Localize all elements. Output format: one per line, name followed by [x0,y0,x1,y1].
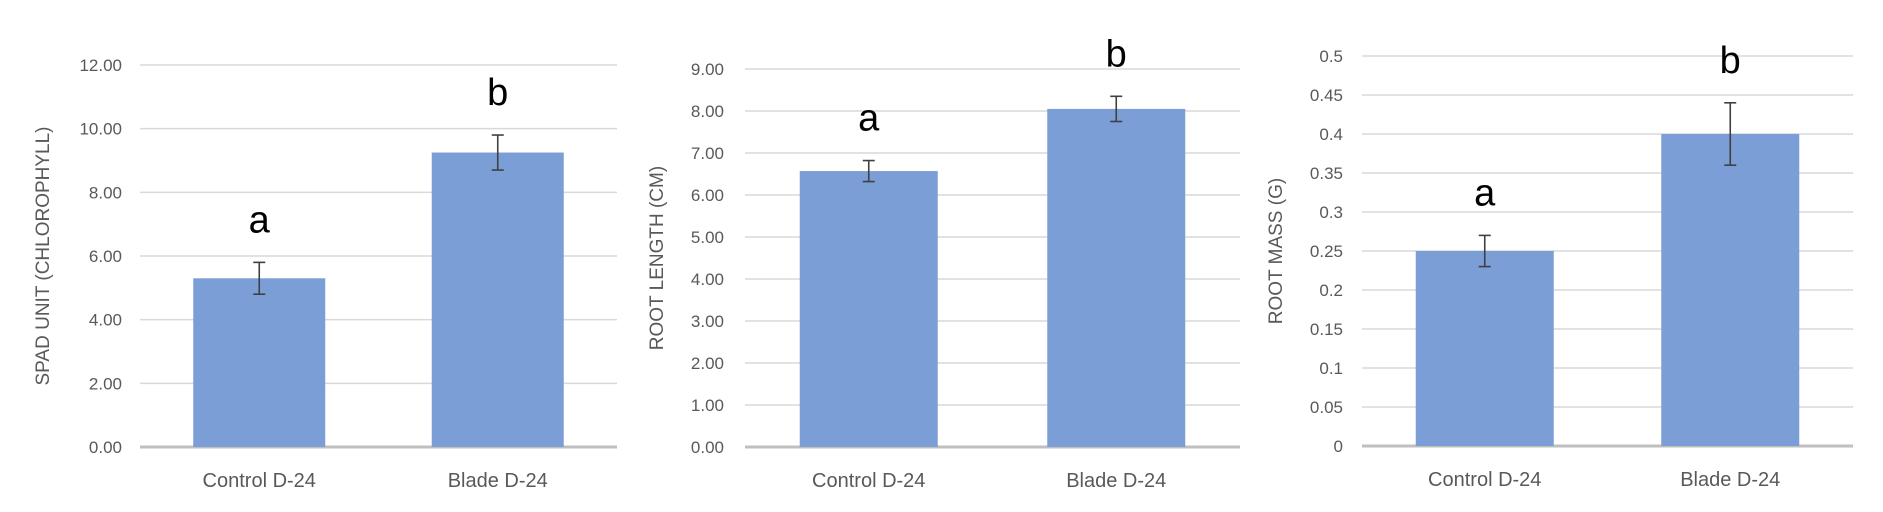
significance-letter: a [858,98,880,140]
y-axis-title: ROOT LENGTH (CM) [647,166,668,350]
y-tick-label: 5.00 [691,228,724,247]
category-label: Control D-24 [1428,469,1541,491]
y-tick-label: 8.00 [89,183,122,202]
y-tick-label: 4.00 [89,311,122,330]
y-tick-label: 3.00 [691,312,724,331]
bar [1415,251,1554,446]
y-tick-label: 0.35 [1310,164,1343,183]
bar [1047,108,1186,448]
y-tick-label: 0.00 [691,438,724,457]
bar [193,278,326,447]
significance-letter: b [487,72,508,114]
y-tick-label: 0.4 [1319,125,1343,144]
y-tick-label: 8.00 [691,102,724,121]
y-axis-title: SPAD UNIT (CHLOROPHYLL) [33,126,54,385]
y-tick-label: 9.00 [691,60,724,79]
chart-panel-1: 0.00 2.00 4.00 6.00 8.00 10.00 12.00 SPAD UNIT … [33,56,617,492]
y-tick-label: 10.00 [79,120,122,139]
chart-panel-2: 0.00 1.00 2.00 3.00 4.00 5.00 6.00 7.00 8.00 9.00… [647,33,1240,492]
category-label: Control D-24 [203,470,316,492]
y-tick-label: 12.00 [79,56,122,75]
y-tick-label: 2.00 [89,374,122,393]
category-label: Control D-24 [812,470,925,492]
bar [1661,134,1800,446]
bar [799,171,938,447]
significance-letter: b [1106,33,1127,75]
y-tick-label: 0.3 [1319,203,1343,222]
category-label: Blade D-24 [1680,469,1780,491]
y-tick-label: 0.5 [1319,47,1343,66]
y-tick-label: 0.2 [1319,281,1343,300]
y-tick-label: 2.00 [691,354,724,373]
y-tick-label: 0.25 [1310,242,1343,261]
chart-panel-3: 0 0.05 0.1 0.15 0.2 0.25 0.3 0.35 0.4 0.45 0.5 ROOT… [1266,40,1853,491]
category-label: Blade D-24 [1066,470,1166,492]
significance-letter: a [249,199,271,241]
bar [431,152,564,447]
y-tick-label: 0.45 [1310,86,1343,105]
y-tick-label: 6.00 [89,247,122,266]
y-tick-label: 0.1 [1319,359,1343,378]
y-tick-label: 7.00 [691,144,724,163]
y-tick-label: 6.00 [691,186,724,205]
category-label: Blade D-24 [448,470,548,492]
y-axis-title: ROOT MASS (G) [1266,178,1287,324]
y-tick-label: 0.00 [89,438,122,457]
significance-letter: a [1474,172,1496,214]
y-tick-label: 0.15 [1310,320,1343,339]
y-tick-label: 0.05 [1310,398,1343,417]
y-tick-label: 1.00 [691,396,724,415]
y-tick-label: 4.00 [691,270,724,289]
y-tick-label: 0 [1334,437,1343,456]
significance-letter: b [1720,40,1741,82]
